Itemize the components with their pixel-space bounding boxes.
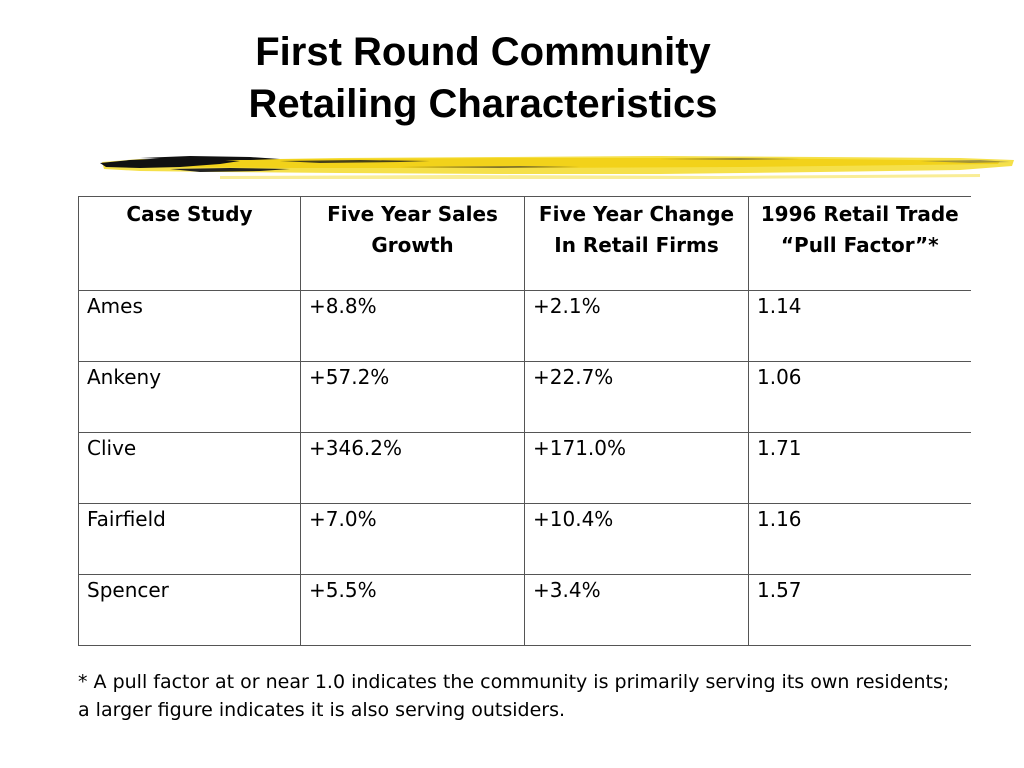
cell-retail-firms-change: +3.4%: [524, 574, 749, 646]
cell-pull-factor: 1.57: [748, 574, 971, 646]
cell-sales-growth: +57.2%: [300, 361, 525, 433]
cell-case-study: Spencer: [78, 574, 301, 646]
cell-retail-firms-change: +2.1%: [524, 290, 749, 362]
title-line-1: First Round Community: [255, 30, 711, 74]
cell-pull-factor: 1.14: [748, 290, 971, 362]
cell-retail-firms-change: +22.7%: [524, 361, 749, 433]
header-retail-firms-change: Five Year Change In Retail Firms: [524, 196, 749, 291]
cell-retail-firms-change: +171.0%: [524, 432, 749, 504]
brush-stroke-divider: [100, 156, 1014, 179]
cell-sales-growth: +5.5%: [300, 574, 525, 646]
cell-sales-growth: +7.0%: [300, 503, 525, 575]
cell-case-study: Ankeny: [78, 361, 301, 433]
cell-pull-factor: 1.71: [748, 432, 971, 504]
table-header-row: Case Study Five Year Sales Growth Five Y…: [78, 196, 971, 291]
table-row: Spencer +5.5% +3.4% 1.57: [78, 574, 971, 646]
cell-retail-firms-change: +10.4%: [524, 503, 749, 575]
retail-characteristics-table: Case Study Five Year Sales Growth Five Y…: [78, 196, 971, 646]
cell-case-study: Ames: [78, 290, 301, 362]
cell-case-study: Clive: [78, 432, 301, 504]
table-row: Clive +346.2% +171.0% 1.71: [78, 432, 971, 504]
footnote: * A pull factor at or near 1.0 indicates…: [78, 671, 950, 721]
cell-pull-factor: 1.06: [748, 361, 971, 433]
header-case-study: Case Study: [78, 196, 301, 291]
table-row: Ames +8.8% +2.1% 1.14: [78, 290, 971, 362]
title-line-2: Retailing Characteristics: [248, 82, 718, 126]
cell-pull-factor: 1.16: [748, 503, 971, 575]
cell-sales-growth: +346.2%: [300, 432, 525, 504]
cell-sales-growth: +8.8%: [300, 290, 525, 362]
table-row: Ankeny +57.2% +22.7% 1.06: [78, 361, 971, 433]
cell-case-study: Fairfield: [78, 503, 301, 575]
table-row: Fairfield +7.0% +10.4% 1.16: [78, 503, 971, 575]
slide-title: First Round Community Retailing Characte…: [0, 26, 966, 130]
header-sales-growth: Five Year Sales Growth: [300, 196, 525, 291]
header-pull-factor: 1996 Retail Trade “Pull Factor”*: [748, 196, 971, 291]
